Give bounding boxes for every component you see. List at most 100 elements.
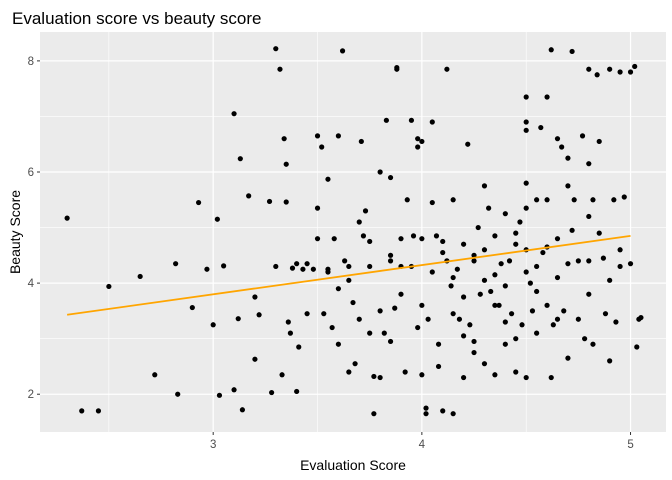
data-point — [502, 283, 508, 289]
data-point — [239, 407, 246, 413]
data-point — [600, 255, 607, 261]
data-point — [634, 344, 640, 350]
data-point — [554, 136, 561, 142]
data-point — [377, 308, 383, 314]
data-point — [95, 408, 102, 414]
data-point — [64, 215, 70, 221]
data-point — [210, 322, 216, 328]
data-point — [256, 312, 262, 318]
data-point — [294, 261, 300, 267]
x-tick-label: 5 — [627, 439, 633, 451]
data-point — [356, 219, 362, 225]
data-point — [586, 291, 592, 297]
data-point — [508, 311, 515, 317]
data-point — [394, 66, 400, 72]
data-point — [502, 319, 508, 325]
data-point — [617, 263, 623, 270]
data-point — [460, 374, 467, 381]
data-point — [527, 280, 533, 286]
data-point — [502, 211, 508, 217]
data-point — [607, 277, 613, 283]
data-point — [579, 133, 586, 139]
data-point — [460, 241, 467, 247]
data-point — [534, 263, 540, 270]
data-point — [246, 193, 252, 199]
data-point — [544, 302, 550, 308]
data-point — [471, 338, 477, 345]
data-point — [440, 408, 446, 414]
data-point — [575, 316, 581, 322]
data-point — [300, 266, 306, 272]
data-point — [381, 330, 387, 336]
data-point — [419, 302, 425, 308]
data-point — [429, 199, 435, 206]
data-point — [367, 330, 373, 336]
y-tick-label: 8 — [28, 56, 34, 68]
data-point — [544, 197, 550, 203]
data-point — [565, 355, 571, 361]
data-point — [383, 117, 389, 123]
data-point — [586, 161, 592, 167]
data-point — [611, 197, 617, 203]
data-point — [554, 274, 561, 281]
data-point — [79, 408, 85, 414]
data-point — [488, 288, 494, 295]
data-point — [339, 48, 346, 54]
trend-line — [67, 234, 631, 316]
data-point — [444, 66, 450, 72]
data-point — [325, 269, 331, 275]
x-tick-label: 4 — [419, 439, 426, 451]
data-point — [310, 266, 316, 272]
data-point — [387, 252, 394, 258]
data-point — [304, 311, 310, 317]
data-point — [496, 302, 502, 308]
data-point — [285, 319, 291, 325]
data-point — [540, 249, 546, 256]
data-point — [450, 274, 456, 281]
data-point — [602, 311, 609, 317]
data-point — [559, 144, 565, 150]
data-point — [331, 236, 337, 242]
data-point — [398, 236, 404, 242]
data-point — [513, 230, 519, 236]
data-point — [342, 258, 348, 264]
data-point — [621, 194, 627, 200]
data-point — [569, 48, 575, 55]
data-point — [367, 263, 373, 270]
data-point — [492, 302, 498, 308]
data-point — [216, 392, 223, 398]
data-point — [450, 411, 456, 417]
data-point — [175, 391, 181, 397]
data-point — [481, 361, 488, 367]
data-point — [450, 197, 456, 203]
data-point — [398, 291, 404, 297]
data-point — [506, 258, 513, 264]
data-point — [460, 333, 467, 339]
data-point — [502, 341, 508, 347]
y-axis-title: Beauty Score — [7, 190, 23, 274]
data-point — [575, 258, 581, 264]
data-point — [517, 219, 523, 225]
data-point — [534, 330, 540, 336]
data-point — [440, 249, 446, 256]
data-point — [498, 261, 504, 267]
data-point — [392, 305, 398, 311]
data-point — [481, 277, 488, 283]
data-point — [435, 341, 442, 347]
data-point — [565, 183, 571, 189]
data-point — [548, 47, 554, 53]
data-point — [590, 341, 596, 347]
data-point — [237, 156, 243, 162]
data-point — [287, 330, 293, 336]
data-point — [252, 294, 258, 300]
data-point — [137, 273, 143, 280]
data-point — [387, 174, 394, 181]
data-point — [283, 199, 289, 205]
data-point — [350, 299, 356, 306]
data-point — [492, 233, 498, 239]
x-axis-title: Evaluation Score — [300, 457, 406, 473]
data-point — [281, 136, 287, 142]
data-point — [613, 319, 619, 325]
data-point — [387, 338, 394, 345]
